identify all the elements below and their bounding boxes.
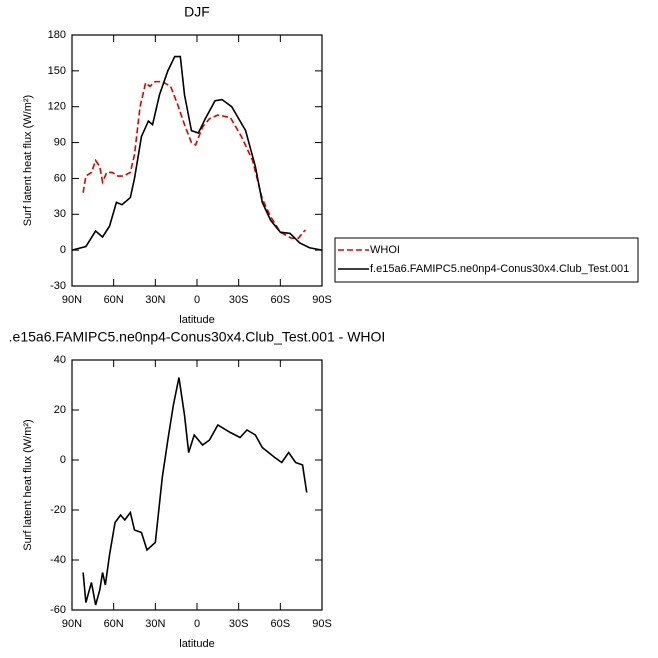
y-tick-label: 30 (54, 208, 66, 220)
chart-title: DJF (184, 4, 210, 20)
y-tick-label: 150 (48, 65, 66, 77)
x-tick-label: 30S (229, 294, 249, 306)
x-tick-label: 90S (312, 618, 332, 630)
y-tick-label: -60 (50, 604, 66, 616)
y-tick-label: 0 (60, 454, 66, 466)
y-tick-label: -40 (50, 554, 66, 566)
x-tick-label: 30S (229, 618, 249, 630)
chart-title: .e15a6.FAMIPC5.ne0np4-Conus30x4.Club_Tes… (9, 329, 386, 345)
x-tick-label: 60N (104, 294, 124, 306)
data-line (82, 377, 308, 606)
x-tick-label: 30N (145, 294, 165, 306)
x-tick-label: 60S (271, 618, 291, 630)
plot-frame (71, 34, 323, 287)
x-tick-label: 90N (62, 618, 82, 630)
plot-frame (71, 359, 323, 611)
x-tick-label: 0 (194, 618, 200, 630)
x-axis-label: latitude (179, 638, 214, 650)
y-tick-label: -30 (50, 280, 66, 292)
x-tick-label: 60S (271, 294, 291, 306)
x-tick-label: 60N (104, 618, 124, 630)
y-tick-label: 60 (54, 172, 66, 184)
legend-label: WHOI (370, 244, 400, 256)
legend-label: f.e15a6.FAMIPC5.ne0np4-Conus30x4.Club_Te… (370, 263, 629, 275)
y-axis-label: Surf latent heat flux (W/m²) (22, 95, 34, 226)
data-line (82, 80, 306, 239)
y-tick-label: -20 (50, 504, 66, 516)
y-tick-label: 0 (60, 244, 66, 256)
y-tick-label: 180 (48, 29, 66, 41)
x-tick-label: 90N (62, 294, 82, 306)
y-tick-label: 40 (54, 354, 66, 366)
data-line (71, 55, 323, 251)
legend-box (334, 237, 639, 283)
x-tick-label: 90S (312, 294, 332, 306)
y-tick-label: 20 (54, 404, 66, 416)
x-tick-label: 0 (194, 294, 200, 306)
x-axis-label: latitude (179, 314, 214, 326)
y-tick-label: 120 (48, 101, 66, 113)
y-tick-label: 90 (54, 136, 66, 148)
x-tick-label: 30N (145, 618, 165, 630)
y-axis-label: Surf latent heat flux (W/m²) (22, 419, 34, 550)
